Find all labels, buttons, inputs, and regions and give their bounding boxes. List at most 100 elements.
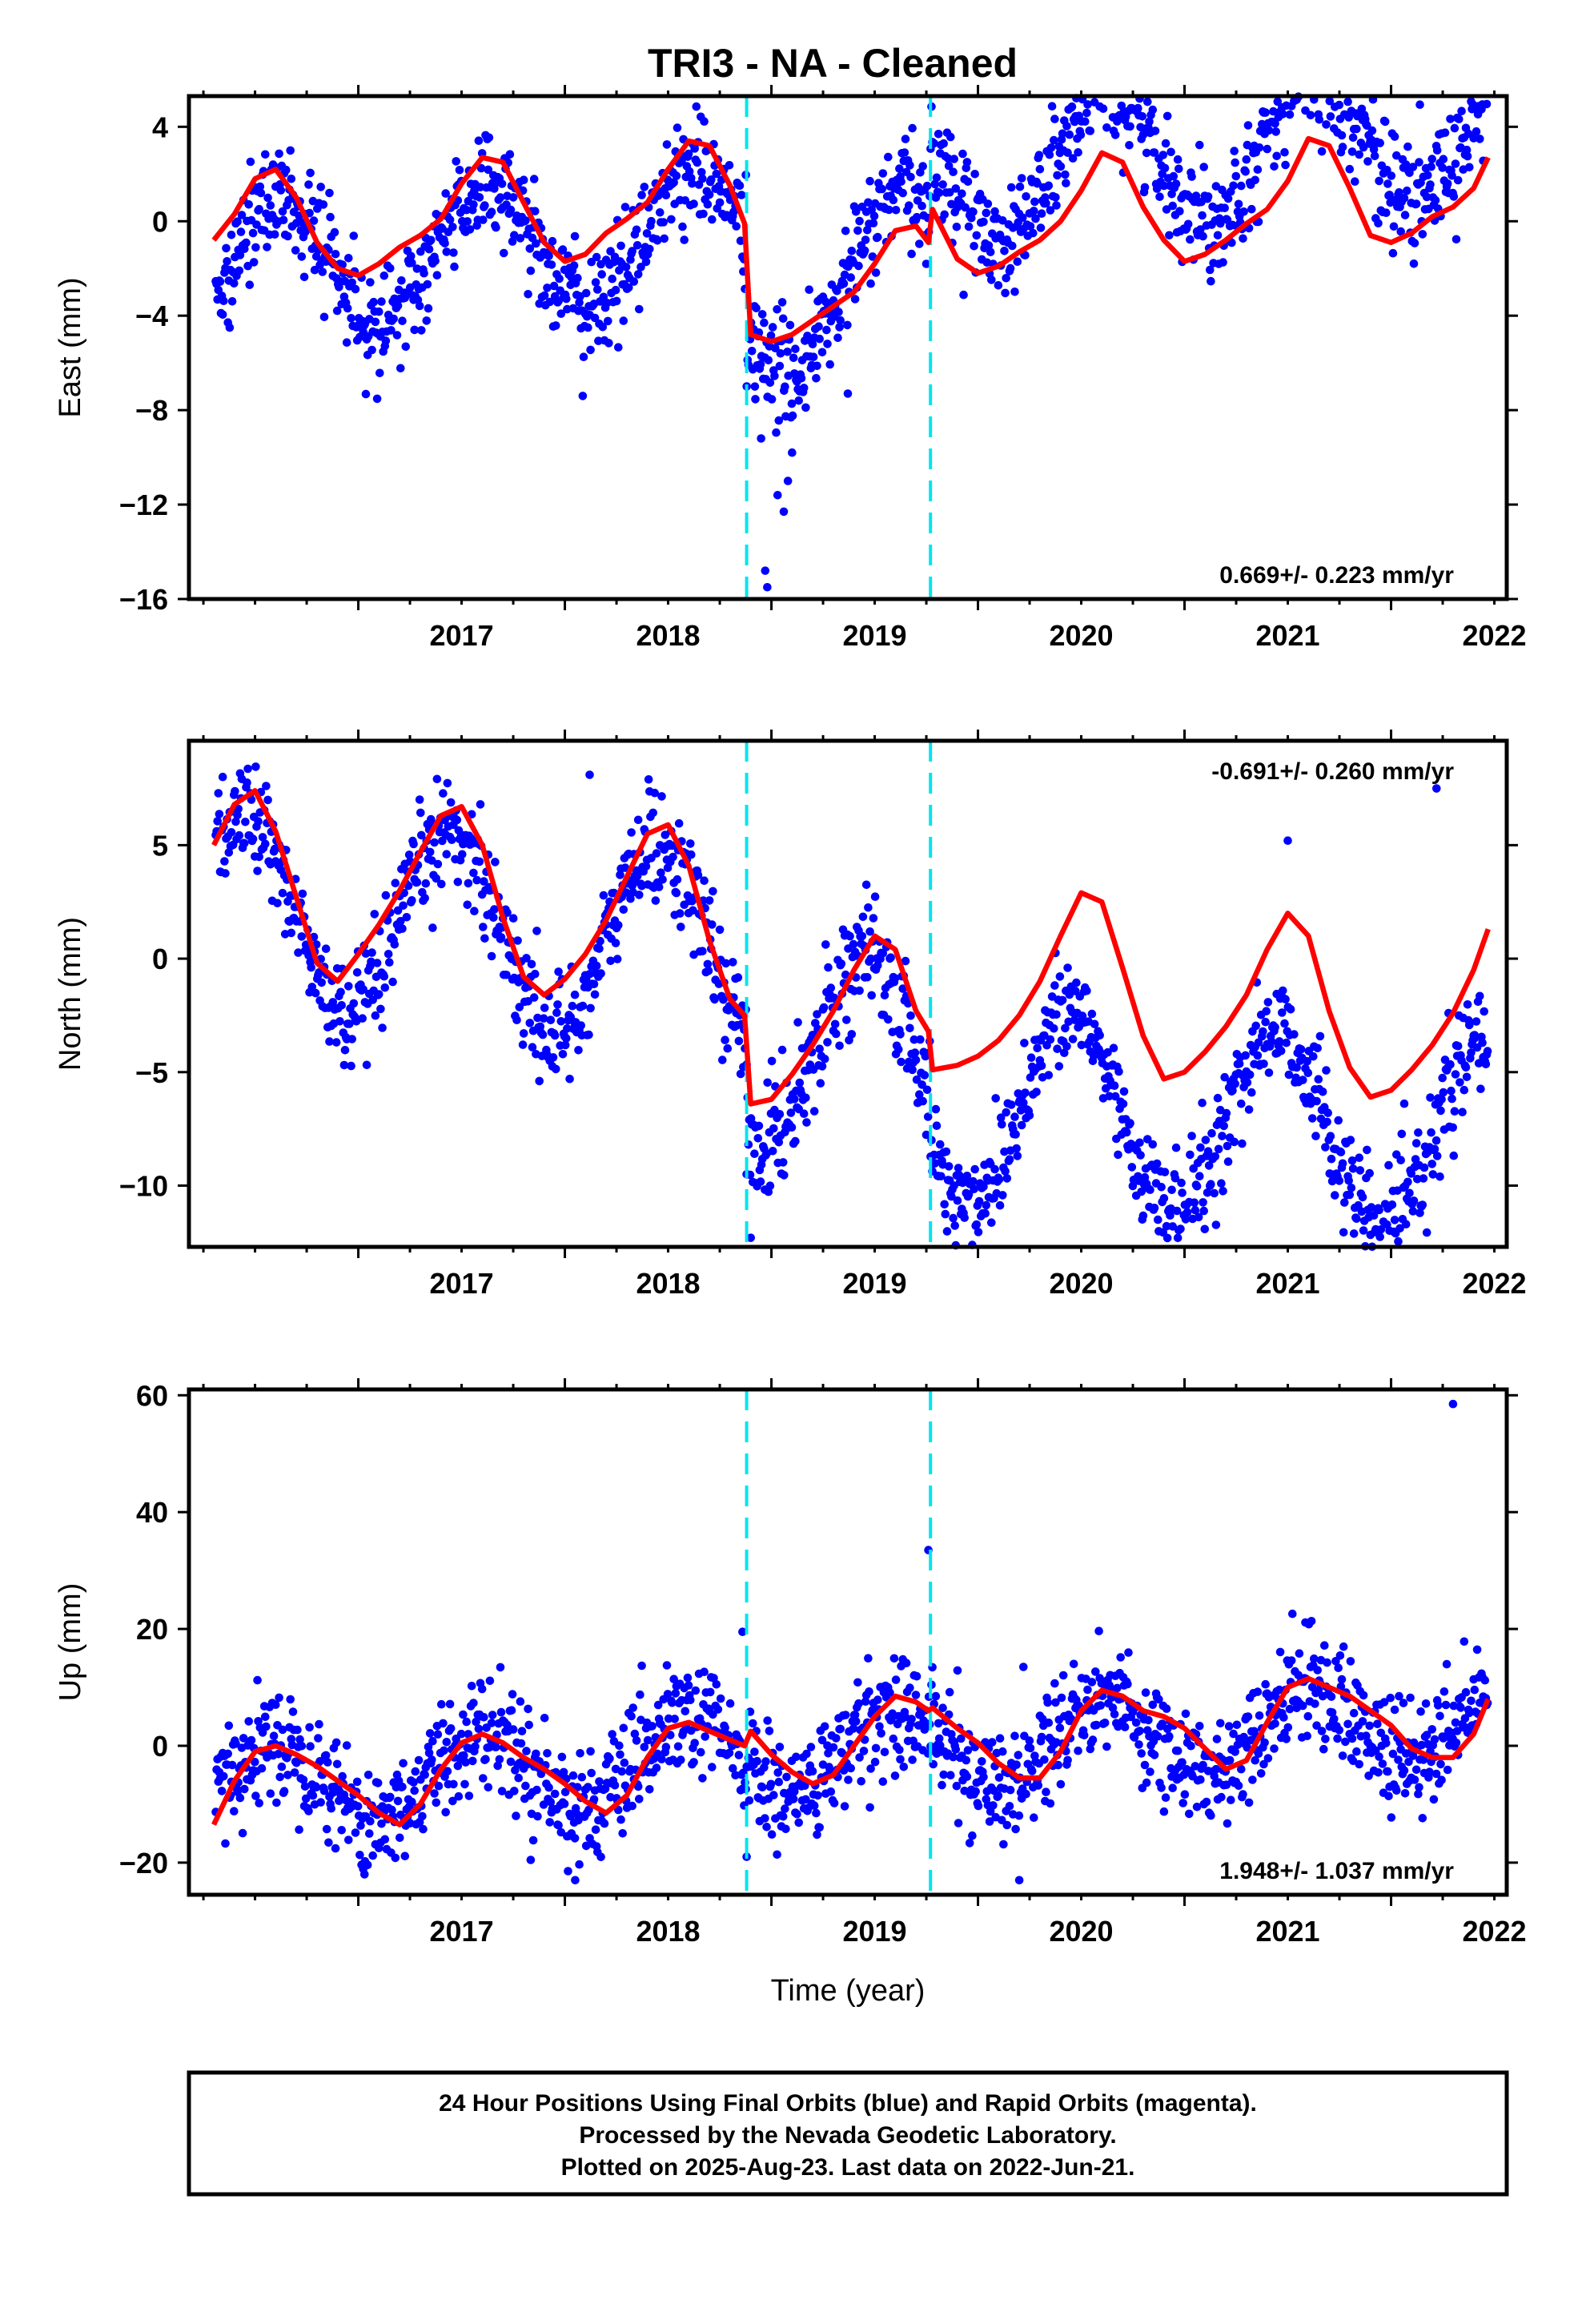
data-point: [757, 434, 765, 443]
data-point: [969, 1176, 978, 1186]
data-point: [349, 231, 359, 240]
data-point: [1202, 1797, 1211, 1807]
data-point: [272, 1798, 281, 1807]
data-point: [842, 1015, 851, 1024]
y-tick-label: 40: [136, 1496, 168, 1529]
data-point: [1120, 1723, 1130, 1731]
data-point: [921, 259, 931, 268]
data-point: [1199, 1198, 1207, 1207]
data-point: [1238, 1139, 1247, 1148]
data-point: [1114, 1150, 1122, 1160]
data-point: [994, 1175, 1004, 1184]
data-point: [244, 200, 254, 209]
data-point: [908, 1065, 917, 1075]
data-point: [1410, 1775, 1419, 1784]
data-point: [423, 279, 432, 289]
data-point: [1343, 1719, 1352, 1729]
data-point: [1375, 176, 1383, 186]
data-point: [323, 1758, 332, 1767]
data-point: [897, 1057, 905, 1067]
data-point: [397, 276, 406, 285]
data-point: [1025, 1736, 1034, 1745]
data-point: [691, 1686, 701, 1695]
data-point: [564, 1867, 572, 1876]
data-point: [315, 1719, 323, 1729]
data-point: [1426, 1093, 1435, 1102]
data-point: [448, 835, 456, 844]
data-point: [673, 123, 682, 132]
data-point: [570, 231, 580, 241]
data-point: [349, 999, 359, 1008]
data-point: [657, 792, 666, 801]
data-point: [765, 378, 775, 388]
data-point: [516, 1739, 526, 1748]
data-point: [325, 1037, 334, 1046]
data-point: [659, 218, 668, 227]
data-point: [974, 1196, 984, 1206]
data-point: [901, 956, 910, 966]
data-point: [642, 229, 652, 238]
data-point: [438, 836, 447, 846]
data-point: [641, 257, 651, 267]
data-point: [629, 277, 639, 286]
data-point: [648, 808, 657, 818]
data-point: [1335, 1651, 1345, 1660]
data-point: [1322, 1066, 1331, 1075]
data-point: [1427, 162, 1435, 171]
data-point: [703, 199, 713, 209]
data-point: [1037, 1732, 1046, 1742]
data-point: [1429, 1795, 1439, 1804]
data-point: [1219, 258, 1227, 267]
data-point: [767, 395, 777, 404]
data-point: [943, 154, 953, 163]
data-point: [1144, 1715, 1153, 1725]
data-point: [420, 1770, 429, 1779]
data-point: [1196, 1775, 1205, 1784]
data-point: [1375, 1205, 1383, 1215]
data-point: [813, 1010, 821, 1019]
data-point: [1384, 1791, 1393, 1801]
data-point: [1452, 1739, 1461, 1747]
data-point: [1318, 1088, 1327, 1096]
data-point: [1326, 112, 1335, 121]
y-tick-label: −16: [119, 583, 168, 616]
data-point: [1396, 1156, 1405, 1164]
data-point: [615, 266, 624, 275]
data-point: [524, 1720, 533, 1730]
data-point: [242, 238, 251, 247]
data-point: [1355, 1166, 1365, 1175]
data-point: [1124, 1648, 1133, 1657]
data-point: [275, 1772, 285, 1782]
data-point: [857, 1777, 865, 1786]
data-point: [505, 150, 515, 159]
data-point: [1253, 165, 1263, 174]
data-point: [256, 188, 266, 198]
data-point: [826, 1787, 836, 1796]
data-point: [839, 279, 849, 288]
data-point: [612, 296, 621, 306]
data-point: [367, 345, 376, 355]
data-point: [1186, 1741, 1195, 1751]
data-point: [1374, 219, 1383, 228]
data-point: [1244, 1105, 1254, 1114]
data-point: [1330, 1715, 1339, 1723]
data-point: [895, 1745, 904, 1755]
data-point: [1383, 1767, 1392, 1776]
data-point: [701, 1732, 709, 1741]
data-point: [672, 888, 681, 898]
data-point: [1355, 150, 1363, 159]
data-point: [970, 242, 978, 251]
data-point: [1326, 1132, 1335, 1140]
data-point: [595, 944, 604, 953]
data-point: [417, 830, 426, 840]
data-point: [1135, 1138, 1144, 1148]
data-point: [1191, 191, 1201, 200]
data-point: [1046, 1035, 1055, 1044]
data-point: [275, 1693, 283, 1703]
data-point: [1146, 1185, 1154, 1194]
data-point: [472, 875, 481, 885]
data-point: [555, 274, 564, 283]
data-point: [469, 200, 478, 209]
data-point: [446, 1724, 456, 1733]
